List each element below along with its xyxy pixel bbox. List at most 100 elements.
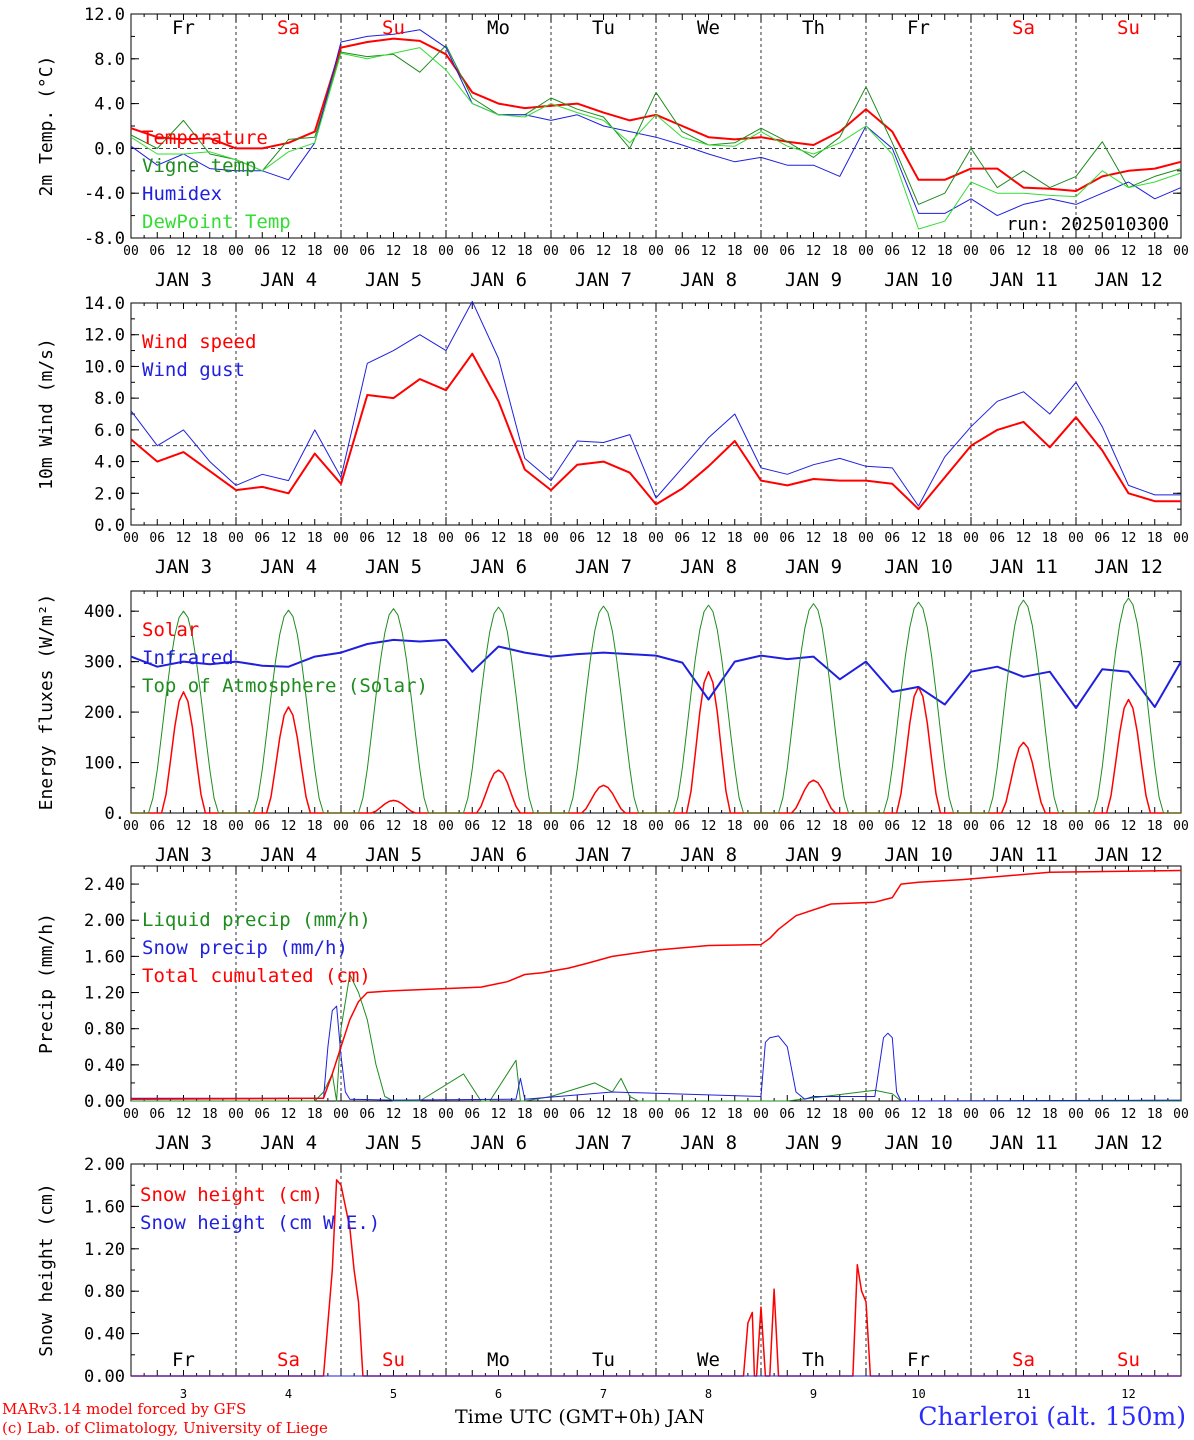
legend-entry: Total cumulated (cm) [142,965,371,987]
date-label: JAN 5 [365,556,422,578]
date-label: JAN 3 [155,1132,212,1154]
hour-tick-label: 06 [989,819,1005,834]
hour-tick-label: 00 [333,819,349,834]
date-label: JAN 11 [989,269,1058,291]
y-tick-label: 0.40 [84,1056,125,1076]
y-tick-label: 8.0 [94,389,125,409]
weekday-label: Sa [277,17,300,39]
hour-tick-label: 12 [176,819,192,834]
hour-tick-label: 18 [832,244,848,259]
weekday-label: Su [382,1349,405,1371]
date-label: JAN 10 [884,1132,953,1154]
hour-tick-label: 00 [1068,819,1084,834]
hour-tick-label: 18 [202,1107,218,1122]
hour-tick-label: 06 [674,819,690,834]
date-label: JAN 10 [884,844,953,866]
panel-5 [130,1163,1182,1377]
hour-tick-label: 06 [149,1107,165,1122]
date-label: JAN 3 [155,844,212,866]
hour-tick-label: 06 [359,1107,375,1122]
hour-tick-label: 12 [491,819,507,834]
hour-tick-label: 12 [491,531,507,546]
panel-4 [130,865,1182,1102]
date-label: JAN 9 [785,556,842,578]
date-label: JAN 8 [680,844,737,866]
hour-tick-label: 06 [359,531,375,546]
series-line-snow-precip-mm-h- [131,1005,1182,1102]
hour-tick-label: 12 [701,1107,717,1122]
date-label: JAN 9 [785,269,842,291]
weekday-label: Su [382,17,405,39]
hour-tick-label: 00 [963,531,979,546]
hour-tick-label: 18 [307,1107,323,1122]
y-tick-label: 12.0 [84,5,125,25]
hour-tick-label: 18 [622,819,638,834]
y-tick-label: 0.00 [84,1367,125,1387]
hour-tick-label: 00 [753,1107,769,1122]
date-label: JAN 11 [989,844,1058,866]
hour-tick-label: 00 [438,1107,454,1122]
weekday-label: Fr [172,17,195,39]
hour-tick-label: 12 [386,1107,402,1122]
hour-tick-label: 00 [543,1107,559,1122]
hour-tick-label: 12 [596,819,612,834]
series-line-infrared [130,638,1182,710]
hour-tick-label: 00 [543,819,559,834]
hour-tick-label: 06 [1094,531,1110,546]
weekday-label: Sa [1012,17,1035,39]
series-line-vigne-temp [130,44,1182,205]
model-credit: MARv3.14 model forced by GFS [2,1400,247,1418]
hour-tick-label: 12 [281,244,297,259]
hour-tick-label: 12 [701,244,717,259]
hour-tick-label: 12 [596,244,612,259]
weekday-label: Fr [907,1349,930,1371]
weekday-label: Sa [277,1349,300,1371]
hour-tick-label: 12 [281,819,297,834]
run-label: run: 2025010300 [1006,214,1169,235]
hour-tick-label: 00 [1173,819,1189,834]
hour-tick-label: 06 [779,531,795,546]
legend-entry: DewPoint Temp [142,211,291,233]
hour-tick-label: 06 [674,244,690,259]
y-tick-label: 0.00 [84,1092,125,1112]
weekday-label: Tu [592,17,615,39]
legend-entry: Top of Atmosphere (Solar) [142,675,428,697]
y-tick-label: 12.0 [84,326,125,346]
hour-tick-label: 18 [412,244,428,259]
hour-tick-label: 06 [569,531,585,546]
y-tick-label: 0.80 [84,1020,125,1040]
day-number: 6 [495,1387,502,1401]
station-label: Charleroi (alt. 150m) [918,1402,1186,1431]
hour-tick-label: 12 [911,531,927,546]
hour-tick-label: 12 [386,819,402,834]
date-label: JAN 3 [155,269,212,291]
hour-tick-label: 00 [438,531,454,546]
y-tick-label: 100. [84,754,125,774]
hour-tick-label: 18 [202,819,218,834]
series-line-humidex [130,29,1182,217]
panel-1 [130,13,1182,239]
x-axis-label: Time UTC (GMT+0h) JAN [455,1406,705,1428]
hour-tick-label: 06 [359,244,375,259]
hour-tick-label: 18 [937,531,953,546]
hour-tick-label: 18 [1147,244,1163,259]
hour-tick-label: 00 [333,1107,349,1122]
legend-entry: Solar [142,619,199,641]
hour-tick-label: 12 [911,1107,927,1122]
weekday-label: Su [1117,17,1140,39]
hour-tick-label: 00 [228,819,244,834]
legend-entry: Wind speed [142,331,256,353]
hour-tick-label: 18 [517,531,533,546]
y-tick-label: 0. [105,804,125,824]
date-label: JAN 8 [680,556,737,578]
y-tick-label: 0.80 [84,1282,125,1302]
date-label: JAN 12 [1094,269,1163,291]
hour-tick-label: 06 [254,1107,270,1122]
y-tick-label: 2.00 [84,911,125,931]
y-tick-label: 2.0 [94,484,125,504]
date-label: JAN 12 [1094,844,1163,866]
weekday-label: Su [1117,1349,1140,1371]
date-label: JAN 10 [884,269,953,291]
y-tick-label: 8.0 [94,50,125,70]
weekday-label: Sa [1012,1349,1035,1371]
